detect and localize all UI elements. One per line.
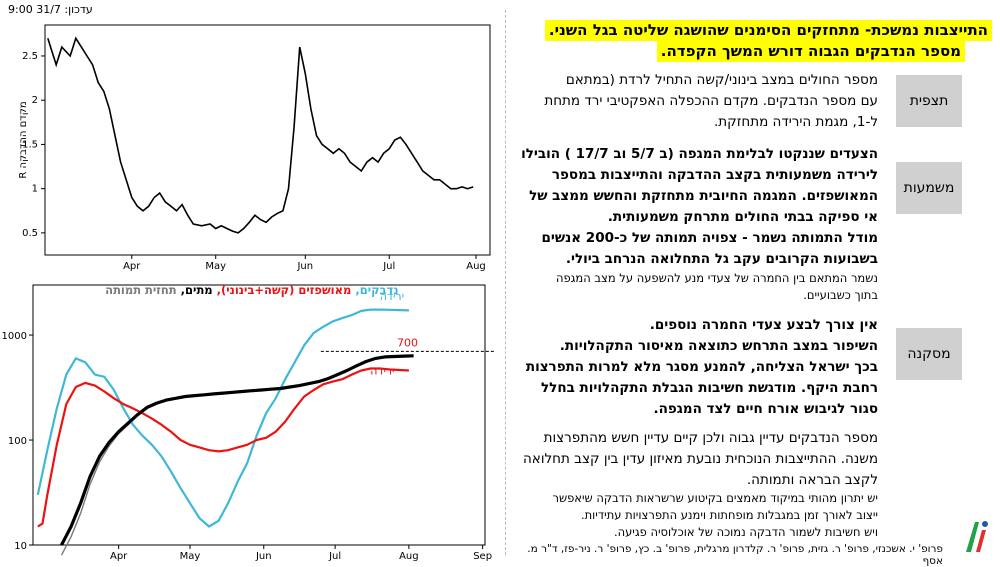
x-tick-label: Apr [110,551,128,562]
plot-frame [32,284,486,546]
meaning-text: הצעדים שננקטו לבלימת המגפה (ב 5/7 וב 17/… [515,144,878,270]
y-tick-label: 2.5 [22,51,38,62]
x-tick-label: Aug [399,551,419,562]
note-line: ייצוב לאורך זמן במגבלות מופחתות וימנע הת… [580,508,878,522]
mortality-forecast-line [60,355,414,556]
y-tick-label: 0.5 [22,228,38,239]
extra-text: מספר הנדבקים עדיין גבוה ולכן קיים עדיין … [515,428,878,491]
meaning-note: נשמר המתאם בין החמרה של צעדי מנע להשפעה … [515,270,878,304]
text-line: ל-1, מגמת הירידה מתחזקת. [713,114,878,130]
forecast-tag: תצפית [896,75,962,127]
annotation-700: 700 [397,336,418,349]
x-tick-label: May [180,551,201,562]
headline-line-1: התייצבות נמשכת- מתחזקים הסימנים שהושגה ש… [544,20,992,41]
cases-log-chart: 10 100 1000 Apr May Jun Jul Aug Sep 700 ירידה ירידה… [2,283,495,562]
y-tick-label: 10 [14,541,27,552]
y-tick-label: 1000 [2,331,27,342]
note-line: בתוך כשבועיים. [803,288,878,302]
annotation-infected-decline: ירידה [380,290,404,303]
note-line: ויש חשיבות לשמור הדבקה נמוכה של אוכלוסיה… [613,525,878,539]
text-line: מודל התמותה נשמר - צפויה תמותה של כ-200 … [541,230,878,246]
text-line: הצעדים שננקטו לבלימת המגפה (ב 5/7 וב 17/… [521,146,878,162]
text-line: בכך ישראל הצליחה, להמנע מסגר מלא למרות ה… [525,359,878,375]
institution-logo [966,521,988,552]
y-tick-label: 2 [32,95,38,106]
y-axis-label: מקדם ההדבקה R [18,101,29,178]
legend-entry: נדבקים, [351,283,398,297]
charts-area: עדכון: 31/7 9:00 0.5 1 1.5 2 2.5 Apr May Jun Jul… [0,0,500,563]
forecast-text: מספר החולים במצב בינוני/קשה התחיל לרדת (… [515,70,878,133]
legend-entry: מתים, [177,283,213,297]
legend-entry: מאושפזים (קשה+בינוני), [213,283,352,297]
x-tick-label: May [205,261,226,272]
plot-frame [44,24,491,256]
conclusion-text: אין צורך לבצע צעדי החמרה נוספים. השיפור … [515,315,878,420]
r-series-line [47,36,474,234]
legend-entry: תחזית תמותה [105,283,177,297]
text-line: משנה. ההתייצבות הנוכחית נובעת מאיזון עדי… [522,451,878,467]
text-line: רחבת היקף. מודגשת חשיבות הגבלת התקהלויות… [540,380,878,396]
chart-legend: נדבקים, מאושפזים (קשה+בינוני), מתים, תחז… [105,283,398,297]
deaths-series-line [60,354,414,546]
update-label: עדכון: 31/7 9:00 [8,3,93,16]
x-tick-label: Aug [466,261,486,272]
conclusion-tag: מסקנה [896,328,962,380]
x-tick-label: Apr [123,261,141,272]
text-line: סגור לגיבוש אורח חיים לצד המגפה. [653,401,878,417]
r-coefficient-chart: 0.5 1 1.5 2 2.5 Apr May Jun Jul Aug מקדם ההדבקה R [18,24,491,272]
vertical-divider [505,10,506,555]
text-line: בשבועות הקרובים עקב גל התחלואה הנרחב ביו… [565,251,878,267]
annotation-hospitalized-decline: ירידה [370,365,394,378]
text-line: מספר החולים במצב בינוני/קשה התחיל לרדת (… [565,72,878,88]
text-line: אין צורך לבצע צעדי החמרה נוספים. [649,317,878,333]
text-line: עם מספר הנדבקים. מקדם ההכפלה האפקטיבי יר… [544,93,878,109]
x-tick-label: Jun [255,551,272,562]
text-line: אי ספיקה בבתי החולים מתרחק משמעותית. [607,209,878,225]
x-tick-label: Sep [473,551,492,562]
text-line: מספר הנדבקים עדיין גבוה ולכן קיים עדיין … [543,430,878,446]
text-line: המאושפזים. המגמה החיובית מתחזקת והחשש ממ… [529,188,878,204]
extra-note: יש יתרון מהותי במיקוד מאמצים בקיטוע שרשר… [515,490,878,541]
y-tick-label: 1.5 [22,139,38,150]
headline-line-2: מספר הנדבקים הגבוה דורש המשך הקפדה. [656,41,965,62]
text-line: לקצב הבראה ותמותה. [746,472,878,488]
note-line: יש יתרון מהותי במיקוד מאמצים בקיטוע שרשר… [552,491,878,505]
x-tick-label: Jul [328,551,341,562]
meaning-tag: משמעות [896,162,962,214]
x-tick-label: Jun [296,261,313,272]
text-line: השיפור במצב התרחש כתוצאה מאיסור התקהלויו… [559,338,878,354]
text-line: לירידה משמעותית בקצב ההדבקה והתייצבות במ… [551,167,878,183]
authors-footer: פרופ' י. אשכנזי, פרופ' ר. גזית, פרופ' ר.… [527,543,943,567]
note-line: נשמר המתאם בין החמרה של צעדי מנע להשפעה … [555,271,878,285]
y-tick-label: 1 [32,184,38,195]
x-tick-label: Jul [382,261,395,272]
infected-series-line [36,308,409,528]
hospitalized-series-line [37,367,409,528]
y-tick-label: 100 [8,436,27,447]
